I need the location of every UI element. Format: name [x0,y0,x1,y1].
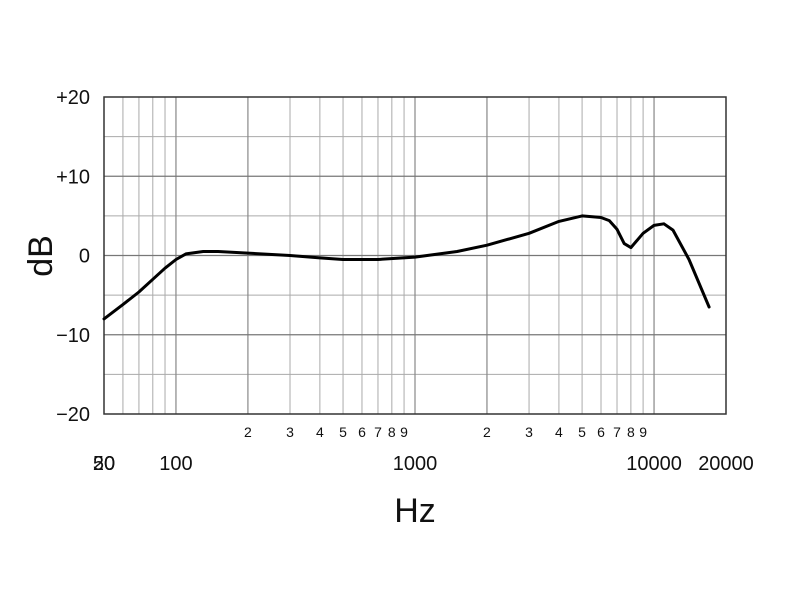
y-tick-label: +10 [56,166,90,188]
grid-major [104,97,726,414]
x-minor-tick-label: 4 [316,424,324,440]
x-minor-tick-label: 3 [286,424,294,440]
x-minor-tick-label: 6 [358,424,366,440]
x-minor-tick-label: 4 [555,424,563,440]
x-major-tick-label: 10000 [626,453,682,475]
plot-frame [103,96,727,415]
x-minor-tick-label: 8 [627,424,635,440]
x-major-tick-label: 50 [93,453,115,475]
x-axis-title: Hz [394,492,436,530]
x-minor-tick-label: 7 [374,424,382,440]
x-minor-tick-label: 5 [339,424,347,440]
x-minor-tick-label: 3 [525,424,533,440]
x-major-tick-label: 20000 [698,453,754,475]
x-minor-tick-label: 5 [578,424,586,440]
x-minor-tick-label: 9 [639,424,647,440]
y-tick-label: −20 [56,404,90,426]
x-minor-tick-label: 7 [613,424,621,440]
x-major-tick-label: 100 [159,453,192,475]
y-tick-labels: +20 +10 0 −10 −20 [56,87,90,426]
x-minor-tick-label: 2 [483,424,491,440]
x-major-tick-label: 20 [93,453,115,475]
x-minor-tick-label: 6 [597,424,605,440]
x-major-tick-label: 1000 [393,453,438,475]
series-layer [102,214,711,321]
y-axis-title: dB [22,235,60,277]
y-tick-label: 0 [79,246,90,268]
y-tick-label: −10 [56,325,90,347]
x-minor-tick-label: 8 [388,424,396,440]
y-tick-label: +20 [56,87,90,109]
response-curve [102,214,711,321]
x-minor-tick-label: 9 [400,424,408,440]
x-minor-tick-label: 2 [244,424,252,440]
